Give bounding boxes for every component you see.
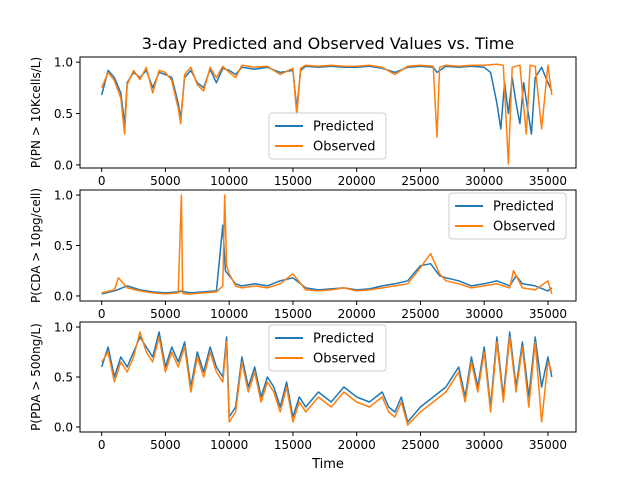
legend-label-observed: Observed bbox=[313, 140, 376, 155]
legend-box bbox=[268, 112, 387, 160]
legend-label-predicted: Predicted bbox=[313, 120, 374, 135]
x-tick-label: 10000 bbox=[210, 307, 248, 321]
legend-box bbox=[268, 324, 387, 372]
subplot-1: 0 5000 10000 15000 20000 25000 30000 35000 0.0 0.… bbox=[29, 56, 577, 188]
x-tick-label: 20000 bbox=[338, 307, 376, 321]
legend-label-predicted: Predicted bbox=[493, 200, 554, 215]
x-tick-label: 30000 bbox=[465, 174, 503, 188]
x-tick-label: 15000 bbox=[274, 174, 312, 188]
x-tick-label: 25000 bbox=[401, 307, 439, 321]
y-tick-label: 0.0 bbox=[54, 289, 73, 303]
series-observed-line bbox=[101, 194, 553, 295]
x-tick-label: 25000 bbox=[401, 438, 439, 452]
subplot-2: 0 5000 10000 15000 20000 25000 30000 35000 0.0 0.… bbox=[29, 188, 577, 321]
x-tick-label: 35000 bbox=[529, 307, 567, 321]
legend: Predicted Observed bbox=[448, 192, 567, 240]
x-tick-label: 35000 bbox=[529, 174, 567, 188]
x-tick-label: 15000 bbox=[274, 438, 312, 452]
y-axis-label: P(PDA > 500ng/L) bbox=[29, 323, 43, 431]
y-tick-label: 1.0 bbox=[54, 321, 73, 335]
series-predicted-line bbox=[100, 65, 553, 135]
legend: Predicted Observed bbox=[268, 324, 387, 372]
x-tick-label: 5000 bbox=[150, 307, 181, 321]
x-tick-label: 5000 bbox=[150, 174, 181, 188]
y-tick-label: 0.0 bbox=[54, 421, 73, 435]
y-axis-label: P(CDA > 10pg/cell) bbox=[29, 188, 43, 303]
y-tick-label: 0.5 bbox=[54, 371, 73, 385]
x-tick-label: 20000 bbox=[338, 174, 376, 188]
series-observed-line bbox=[101, 331, 553, 426]
y-tick-label: 1.0 bbox=[54, 189, 73, 203]
legend-box bbox=[448, 192, 567, 240]
x-tick-label: 25000 bbox=[401, 174, 439, 188]
x-tick-label: 15000 bbox=[274, 307, 312, 321]
y-tick-label: 1.0 bbox=[54, 56, 73, 70]
x-tick-label: 30000 bbox=[465, 438, 503, 452]
legend-label-predicted: Predicted bbox=[313, 332, 374, 347]
subplots: 0 5000 10000 15000 20000 25000 30000 35000 0.0 0.… bbox=[29, 56, 577, 452]
y-tick-label: 0.0 bbox=[54, 158, 73, 172]
legend-label-observed: Observed bbox=[313, 352, 376, 367]
x-tick-label: 5000 bbox=[150, 438, 181, 452]
x-tick-label: 0 bbox=[98, 438, 106, 452]
y-tick-label: 0.5 bbox=[54, 239, 73, 253]
y-tick-label: 0.5 bbox=[54, 107, 73, 121]
x-tick-label: 30000 bbox=[465, 307, 503, 321]
y-axis-label: P(PN > 10Kcells/L) bbox=[29, 57, 43, 168]
x-tick-label: 35000 bbox=[529, 438, 567, 452]
chart-title: 3-day Predicted and Observed Values vs. … bbox=[142, 34, 514, 53]
x-axis-label: Time bbox=[311, 457, 344, 472]
legend: Predicted Observed bbox=[268, 112, 387, 160]
x-tick-label: 10000 bbox=[210, 438, 248, 452]
x-tick-label: 20000 bbox=[338, 438, 376, 452]
x-tick-label: 10000 bbox=[210, 174, 248, 188]
legend-label-observed: Observed bbox=[493, 220, 556, 235]
x-tick-label: 0 bbox=[98, 307, 106, 321]
x-tick-label: 0 bbox=[98, 174, 106, 188]
plot-area bbox=[101, 194, 553, 295]
axes-frame bbox=[79, 56, 577, 169]
plot-area bbox=[100, 331, 553, 426]
subplot-3: 0 5000 10000 15000 20000 25000 30000 35000 0.0 0.… bbox=[29, 321, 577, 452]
